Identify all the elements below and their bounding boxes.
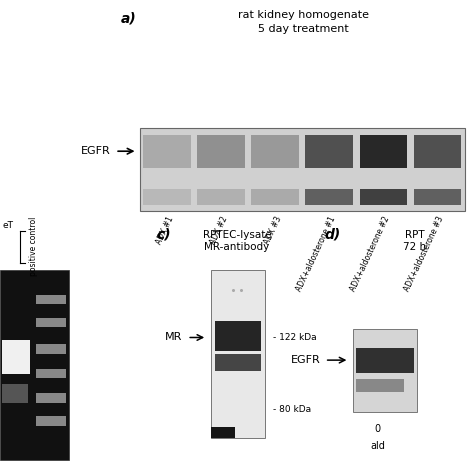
Text: eT: eT bbox=[2, 221, 13, 230]
Bar bbox=[305, 189, 353, 205]
Text: EGFR: EGFR bbox=[81, 146, 110, 156]
Bar bbox=[211, 270, 265, 438]
Text: d): d) bbox=[325, 228, 341, 242]
Bar bbox=[36, 295, 66, 304]
Text: MR: MR bbox=[165, 332, 182, 343]
Text: RPTEC-lysate: RPTEC-lysate bbox=[202, 230, 272, 240]
Bar bbox=[143, 135, 191, 168]
Bar bbox=[360, 189, 407, 205]
Bar bbox=[2, 340, 30, 374]
Bar bbox=[353, 329, 417, 412]
Bar bbox=[251, 135, 299, 168]
Bar bbox=[215, 355, 261, 371]
Bar bbox=[197, 135, 245, 168]
Bar bbox=[251, 189, 299, 205]
Bar bbox=[197, 189, 245, 205]
Text: 5 day treatment: 5 day treatment bbox=[258, 24, 349, 34]
Text: ADX+aldosterone #1: ADX+aldosterone #1 bbox=[295, 215, 337, 292]
Bar bbox=[414, 135, 461, 168]
Text: ADX #1: ADX #1 bbox=[154, 215, 175, 246]
Text: RPT: RPT bbox=[405, 230, 425, 240]
Text: c): c) bbox=[156, 228, 171, 242]
Text: MR-antibody: MR-antibody bbox=[204, 242, 270, 252]
Bar bbox=[143, 189, 191, 205]
Bar bbox=[360, 135, 407, 168]
Text: ADX+aldosterone #2: ADX+aldosterone #2 bbox=[349, 215, 392, 292]
Text: a): a) bbox=[121, 12, 137, 26]
Text: rat kidney homogenate: rat kidney homogenate bbox=[238, 10, 369, 20]
Bar bbox=[211, 427, 236, 438]
Text: ADX+aldosterone #3: ADX+aldosterone #3 bbox=[403, 215, 446, 293]
Bar bbox=[356, 348, 414, 373]
Text: 72 h: 72 h bbox=[403, 242, 426, 252]
Text: - 122 kDa: - 122 kDa bbox=[273, 333, 316, 342]
Bar bbox=[2, 384, 28, 403]
Text: 0: 0 bbox=[374, 424, 381, 434]
Bar bbox=[36, 416, 66, 426]
Bar bbox=[356, 379, 404, 392]
Text: positive control: positive control bbox=[29, 217, 38, 276]
Bar bbox=[36, 393, 66, 403]
Bar bbox=[0, 270, 69, 460]
Bar bbox=[414, 189, 461, 205]
Text: EGFR: EGFR bbox=[291, 355, 321, 365]
Text: ADX #3: ADX #3 bbox=[263, 215, 283, 246]
Bar bbox=[36, 318, 66, 327]
Bar bbox=[305, 135, 353, 168]
Bar bbox=[36, 369, 66, 378]
Bar bbox=[215, 321, 261, 351]
Text: - 80 kDa: - 80 kDa bbox=[273, 404, 310, 413]
Bar bbox=[140, 128, 465, 211]
Text: ald: ald bbox=[370, 441, 385, 451]
Text: ADX #2: ADX #2 bbox=[209, 215, 229, 246]
Bar bbox=[36, 344, 66, 354]
